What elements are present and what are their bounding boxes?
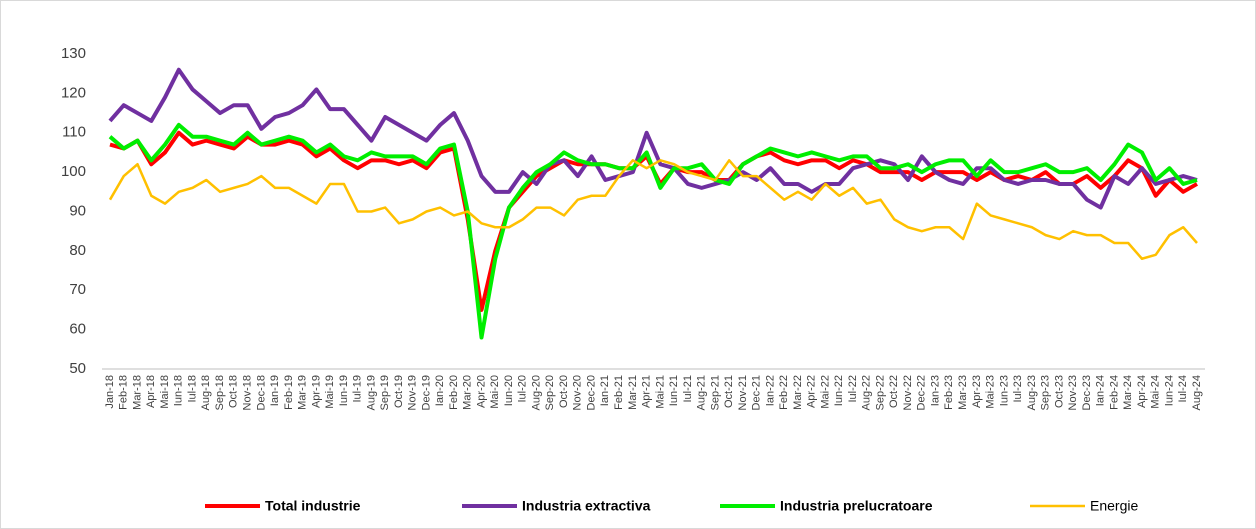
x-tick-label: Jan-18 bbox=[104, 375, 116, 409]
x-tick-label: Dec-20 bbox=[585, 375, 597, 410]
x-tick-label: Sep-20 bbox=[544, 375, 556, 410]
x-tick-label: Mar-18 bbox=[131, 375, 143, 410]
x-tick-label: Mar-23 bbox=[957, 375, 969, 410]
x-tick-label: Dec-21 bbox=[751, 375, 763, 410]
x-tick-label: Iun-22 bbox=[833, 375, 845, 406]
x-tick-label: Mar-21 bbox=[627, 375, 639, 410]
x-tick-label: Sep-18 bbox=[214, 375, 226, 410]
x-tick-label: Feb-21 bbox=[613, 375, 625, 410]
x-tick-label: Nov-21 bbox=[737, 375, 749, 410]
x-tick-label: Apr-21 bbox=[641, 375, 653, 408]
x-tick-label: Ian-19 bbox=[269, 375, 281, 406]
x-tick-label: Aug-19 bbox=[365, 375, 377, 410]
y-tick-label: 100 bbox=[61, 163, 86, 180]
x-tick-label: Oct-21 bbox=[723, 375, 735, 408]
x-tick-label: Iul-22 bbox=[847, 375, 859, 403]
x-tick-label: Mai-18 bbox=[159, 375, 171, 409]
x-tick-label: Iun-19 bbox=[338, 375, 350, 406]
x-tick-label: Mai-22 bbox=[819, 375, 831, 409]
x-tick-label: Dec-18 bbox=[255, 375, 267, 410]
y-tick-label: 80 bbox=[69, 242, 86, 259]
x-tick-label: Iul-23 bbox=[1012, 375, 1024, 403]
x-tick-label: Feb-22 bbox=[778, 375, 790, 410]
y-tick-label: 50 bbox=[69, 360, 86, 377]
x-tick-label: Feb-18 bbox=[118, 375, 130, 410]
x-tick-label: Feb-20 bbox=[448, 375, 460, 410]
x-tick-label: Aug-20 bbox=[530, 375, 542, 410]
x-tick-label: Iul-21 bbox=[682, 375, 694, 403]
x-tick-label: Iul-19 bbox=[352, 375, 364, 403]
x-tick-label: Apr-23 bbox=[971, 375, 983, 408]
x-tick-label: Dec-23 bbox=[1081, 375, 1093, 410]
x-tick-label: Oct-22 bbox=[888, 375, 900, 408]
x-tick-label: Nov-19 bbox=[407, 375, 419, 410]
x-tick-label: Iul-24 bbox=[1177, 375, 1189, 403]
x-tick-label: Mai-21 bbox=[654, 375, 666, 409]
x-tick-label: Oct-18 bbox=[228, 375, 240, 408]
x-tick-label: Feb-23 bbox=[943, 375, 955, 410]
x-tick-label: Mar-19 bbox=[297, 375, 309, 410]
x-tick-label: Dec-22 bbox=[916, 375, 928, 410]
x-tick-label: Aug-23 bbox=[1026, 375, 1038, 410]
x-tick-label: Oct-19 bbox=[393, 375, 405, 408]
x-tick-label: Nov-23 bbox=[1067, 375, 1079, 410]
x-tick-label: Sep-23 bbox=[1040, 375, 1052, 410]
y-tick-label: 130 bbox=[61, 45, 86, 62]
x-tick-label: Oct-23 bbox=[1053, 375, 1065, 408]
x-tick-label: Nov-22 bbox=[902, 375, 914, 410]
data-line bbox=[108, 159, 1198, 260]
x-tick-label: Iun-18 bbox=[173, 375, 185, 406]
x-tick-label: Nov-20 bbox=[572, 375, 584, 410]
x-tick-label: Iun-23 bbox=[998, 375, 1010, 406]
x-tick-label: Feb-24 bbox=[1108, 375, 1120, 410]
x-tick-label: Apr-22 bbox=[806, 375, 818, 408]
x-tick-label: Aug-24 bbox=[1191, 375, 1203, 410]
x-tick-label: Ian-24 bbox=[1095, 375, 1107, 406]
data-line bbox=[108, 122, 1198, 340]
x-tick-label: Sep-22 bbox=[874, 375, 886, 410]
x-tick-label: Ian-23 bbox=[929, 375, 941, 406]
x-tick-label: Iun-24 bbox=[1163, 375, 1175, 406]
y-tick-label: 60 bbox=[69, 321, 86, 338]
x-tick-label: Apr-20 bbox=[475, 375, 487, 408]
x-tick-label: Oct-20 bbox=[558, 375, 570, 408]
x-tick-label: Mai-23 bbox=[985, 375, 997, 409]
y-tick-label: 120 bbox=[61, 84, 86, 101]
legend-label: Energie bbox=[1090, 498, 1138, 514]
x-tick-label: Apr-18 bbox=[145, 375, 157, 408]
y-tick-label: 90 bbox=[69, 202, 86, 219]
x-tick-label: Aug-22 bbox=[861, 375, 873, 410]
x-tick-label: Mar-20 bbox=[462, 375, 474, 410]
x-tick-label: Iul-18 bbox=[186, 375, 198, 403]
y-tick-label: 70 bbox=[69, 281, 86, 298]
legend-label: Industria prelucratoare bbox=[780, 498, 933, 514]
x-tick-label: Nov-18 bbox=[242, 375, 254, 410]
x-tick-label: Ian-20 bbox=[434, 375, 446, 406]
legend-label: Total industrie bbox=[265, 498, 361, 514]
data-line bbox=[108, 67, 1198, 210]
x-tick-label: Feb-19 bbox=[283, 375, 295, 410]
x-tick-label: Ian-21 bbox=[599, 375, 611, 406]
x-tick-label: Iun-21 bbox=[668, 375, 680, 406]
x-tick-label: Sep-21 bbox=[709, 375, 721, 410]
x-tick-label: Mai-19 bbox=[324, 375, 336, 409]
x-tick-label: Ian-22 bbox=[764, 375, 776, 406]
y-tick-label: 110 bbox=[62, 124, 86, 141]
x-tick-label: Apr-24 bbox=[1136, 375, 1148, 408]
legend-label: Industria extractiva bbox=[522, 498, 651, 514]
x-tick-label: Aug-18 bbox=[200, 375, 212, 410]
x-tick-label: Apr-19 bbox=[310, 375, 322, 408]
x-tick-label: Iul-20 bbox=[517, 375, 529, 403]
x-tick-label: Aug-21 bbox=[696, 375, 708, 410]
x-tick-label: Mai-20 bbox=[489, 375, 501, 409]
x-tick-label: Sep-19 bbox=[379, 375, 391, 410]
x-tick-label: Mai-24 bbox=[1150, 375, 1162, 409]
x-tick-label: Dec-19 bbox=[420, 375, 432, 410]
x-tick-label: Iun-20 bbox=[503, 375, 515, 406]
x-tick-label: Mar-24 bbox=[1122, 375, 1134, 410]
x-tick-label: Mar-22 bbox=[792, 375, 804, 410]
